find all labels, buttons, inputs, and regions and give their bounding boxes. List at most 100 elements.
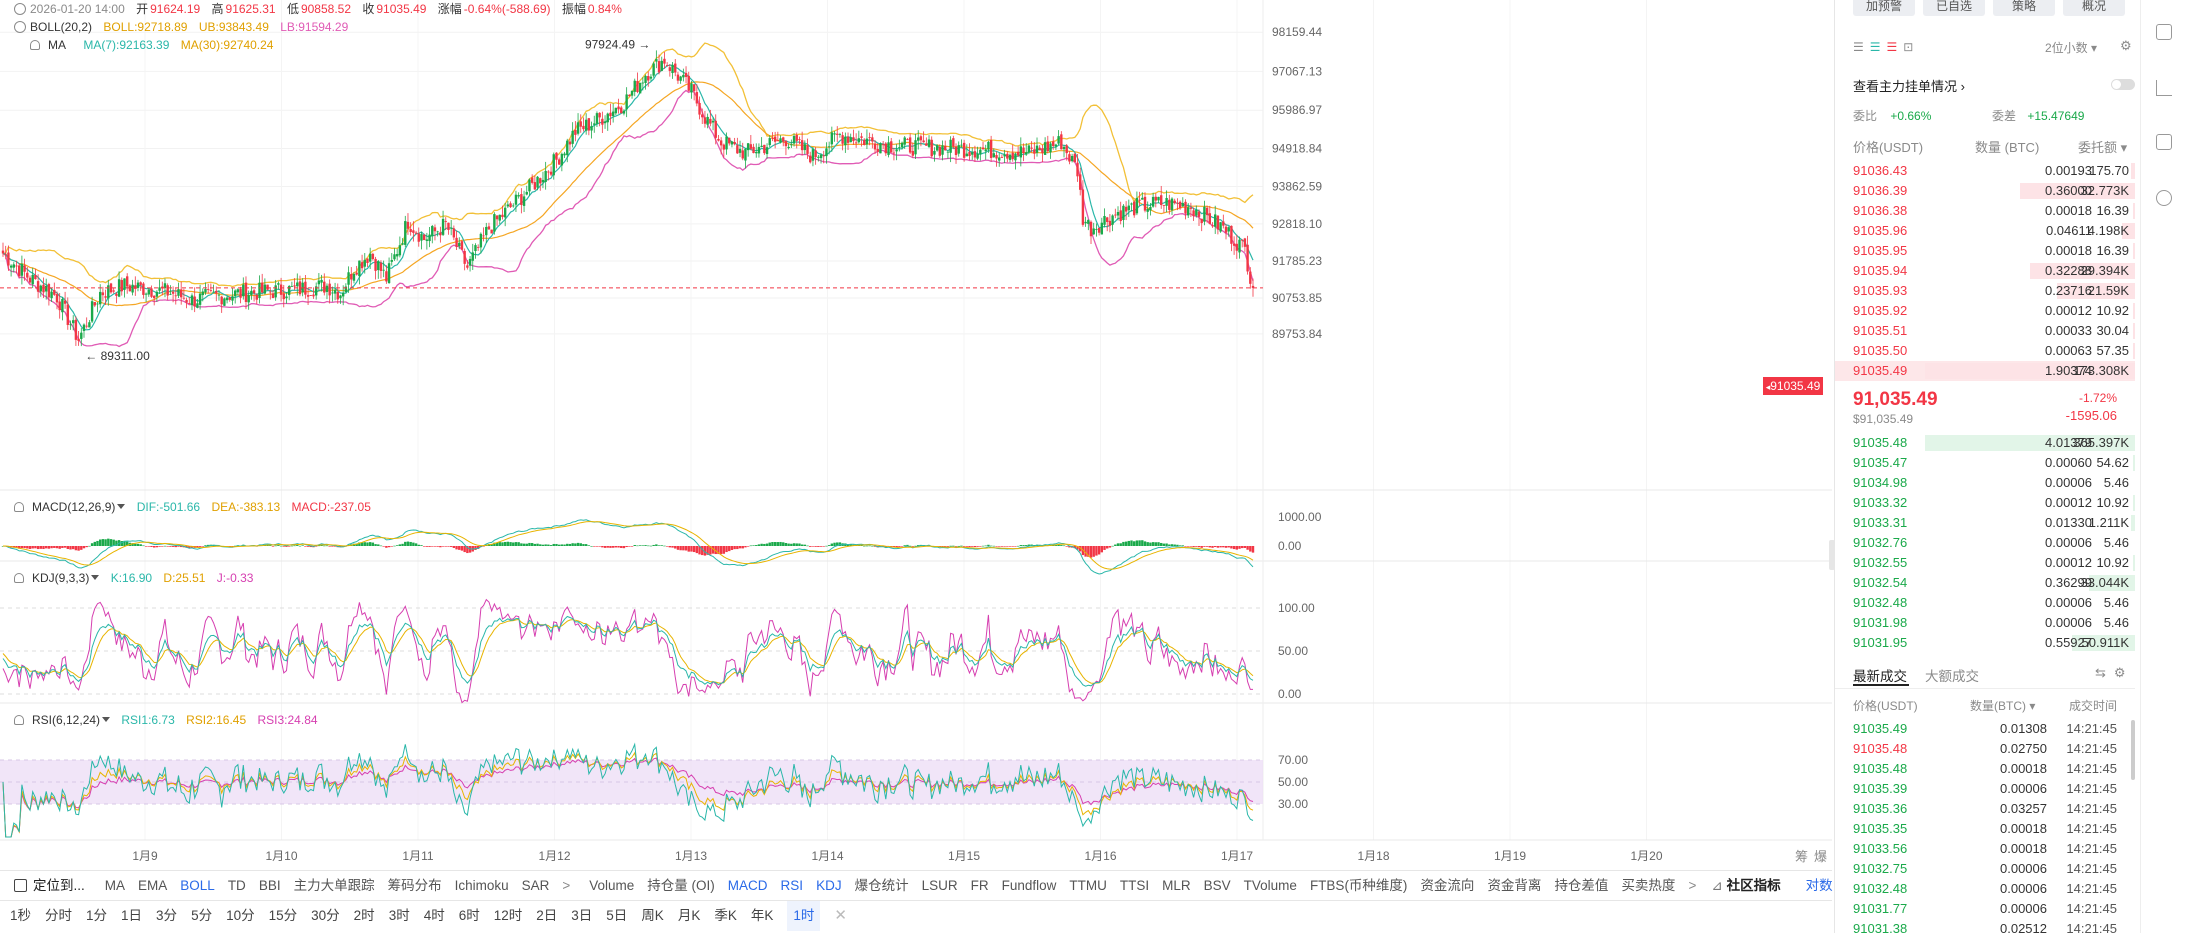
log-toggle[interactable]: 对数 (1805, 878, 1833, 893)
collapse-icon[interactable] (14, 21, 26, 33)
indicator-17[interactable]: FR (970, 878, 989, 893)
col-total[interactable]: 委托额 ▾ (2078, 140, 2128, 155)
rsi-name[interactable]: RSI(6,12,24) (32, 713, 101, 727)
indicator-24[interactable]: FTBS(币种维度) (1309, 878, 1408, 893)
close-icon[interactable]: ✕ (834, 907, 847, 924)
main-force-link[interactable]: 查看主力挂单情况 › (1853, 79, 1965, 94)
bid-row[interactable]: 91033.32 0.00012 10.92 (1835, 493, 2135, 513)
bid-row[interactable]: 91035.47 0.00060 54.62 (1835, 453, 2135, 473)
timeframe-3[interactable]: 1日 (121, 908, 143, 923)
trades-tool-icons[interactable]: ⇆⚙ (2095, 665, 2134, 680)
bid-row[interactable]: 91033.31 0.01330 1.211K (1835, 513, 2135, 533)
chevron-down-icon[interactable] (91, 575, 100, 580)
indicator-7[interactable]: Ichimoku (454, 878, 509, 893)
bid-row[interactable]: 91034.98 0.00006 5.46 (1835, 473, 2135, 493)
kdj-name[interactable]: KDJ(9,3,3) (32, 571, 90, 585)
timeframe-4[interactable]: 3分 (156, 908, 178, 923)
macd-name[interactable]: MACD(12,26,9) (32, 500, 116, 514)
ask-row[interactable]: 91035.51 0.00033 30.04 (1835, 321, 2135, 341)
ask-row[interactable]: 91035.95 0.00018 16.39 (1835, 241, 2135, 261)
bid-row[interactable]: 91035.48 4.01379 365.397K (1835, 433, 2135, 453)
main-force-toggle[interactable] (2111, 79, 2135, 90)
ask-row[interactable]: 91035.93 0.23716 21.59K (1835, 281, 2135, 301)
bid-row[interactable]: 91032.48 0.00006 5.46 (1835, 593, 2135, 613)
corner-label-left[interactable]: 筹 (1795, 849, 1809, 864)
timeframe-13[interactable]: 12时 (493, 908, 523, 923)
timeframe-16[interactable]: 5日 (606, 908, 628, 923)
timeframe-19[interactable]: 季K (714, 908, 737, 923)
bid-row[interactable]: 91031.98 0.00006 5.46 (1835, 613, 2135, 633)
indicator-28[interactable]: 买卖热度 (1621, 878, 1676, 893)
circle-icon[interactable] (2156, 190, 2172, 206)
panel-resize-handle[interactable] (1829, 540, 1835, 570)
timeframe-21[interactable]: 1时 (787, 901, 821, 931)
collapse-icon[interactable] (14, 3, 26, 15)
timeframe-8[interactable]: 30分 (311, 908, 340, 923)
ask-row[interactable]: 91035.92 0.00012 10.92 (1835, 301, 2135, 321)
indicator-27[interactable]: 持仓差值 (1554, 878, 1609, 893)
scrollbar[interactable] (2131, 720, 2135, 780)
boll-name[interactable]: BOLL(20,2) (30, 20, 93, 34)
indicator-4[interactable]: BBI (258, 878, 281, 893)
ask-row[interactable]: 91035.94 0.32288 29.394K (1835, 261, 2135, 281)
indicator-20[interactable]: TTSI (1119, 878, 1150, 893)
indicator-14[interactable]: KDJ (816, 878, 842, 893)
indicator-23[interactable]: TVolume (1243, 878, 1297, 893)
top-tab-3[interactable]: 概况 (2063, 0, 2125, 16)
indicator-21[interactable]: MLR (1162, 878, 1191, 893)
indicator-13[interactable]: RSI (780, 878, 804, 893)
chart-icon[interactable] (2156, 80, 2172, 96)
link-icon[interactable]: ⊿ (1711, 878, 1723, 893)
book-layout-icons[interactable]: ☰☰☰⊡ (1853, 40, 1920, 54)
timeframe-2[interactable]: 1分 (86, 908, 108, 923)
community-indicators[interactable]: 社区指标 (1726, 878, 1781, 893)
indicator-18[interactable]: Fundflow (1001, 878, 1057, 893)
corner-label-right[interactable]: 爆 (1814, 849, 1828, 864)
timeframe-6[interactable]: 10分 (226, 908, 255, 923)
top-tab-0[interactable]: 加预警 (1853, 0, 1915, 16)
chevron-down-icon[interactable] (102, 717, 111, 722)
settings-icon[interactable]: ⚙ (2120, 38, 2132, 53)
indicator-3[interactable]: TD (227, 878, 246, 893)
indicator-26[interactable]: 资金背离 (1487, 878, 1542, 893)
tab-latest-trades[interactable]: 最新成交 (1853, 669, 1907, 684)
bar-chart-icon[interactable] (2156, 134, 2172, 150)
indicator-22[interactable]: BSV (1203, 878, 1231, 893)
indicator-16[interactable]: LSUR (921, 878, 958, 893)
indicator-12[interactable]: MACD (727, 878, 768, 893)
bid-row[interactable]: 91032.54 0.36299 33.044K (1835, 573, 2135, 593)
indicator-6[interactable]: 筹码分布 (387, 878, 442, 893)
indicator-25[interactable]: 资金流向 (1420, 878, 1475, 893)
bid-row[interactable]: 91032.76 0.00006 5.46 (1835, 533, 2135, 553)
ask-row[interactable]: 91035.49 1.90374 173.308K (1835, 361, 2135, 381)
indicator-0[interactable]: MA (104, 878, 126, 893)
timeframe-17[interactable]: 周K (641, 908, 664, 923)
indicator-8[interactable]: SAR (521, 878, 550, 893)
chart-canvas[interactable]: 98159.44 97067.13 95986.97 94918.84 93862.59… (0, 0, 1832, 870)
top-tab-1[interactable]: 已自选 (1923, 0, 1985, 16)
indicator-29[interactable]: > (1688, 878, 1697, 893)
indicator-19[interactable]: TTMU (1069, 878, 1107, 893)
indicator-11[interactable]: 持仓量 (OI) (647, 878, 715, 893)
bid-row[interactable]: 91031.95 0.55927 50.911K (1835, 633, 2135, 653)
indicator-15[interactable]: 爆仓统计 (854, 878, 909, 893)
decimals-select[interactable]: 2位小数 ▾ (2045, 41, 2098, 55)
bell-icon[interactable] (14, 715, 24, 725)
timeframe-9[interactable]: 2时 (353, 908, 375, 923)
t-col-qty[interactable]: 数量(BTC) ▾ (1970, 699, 2036, 713)
top-tab-2[interactable]: 策略 (1993, 0, 2055, 16)
ask-row[interactable]: 91035.96 0.04611 4.198K (1835, 221, 2135, 241)
indicator-5[interactable]: 主力大单跟踪 (293, 878, 375, 893)
ask-row[interactable]: 91035.50 0.00063 57.35 (1835, 341, 2135, 361)
indicator-10[interactable]: Volume (589, 878, 635, 893)
export-icon[interactable] (2156, 24, 2172, 40)
timeframe-10[interactable]: 3时 (388, 908, 410, 923)
timeframe-7[interactable]: 15分 (268, 908, 298, 923)
indicator-9[interactable]: > (562, 878, 571, 893)
timeframe-5[interactable]: 5分 (191, 908, 213, 923)
timeframe-18[interactable]: 月K (677, 908, 701, 923)
indicator-1[interactable]: EMA (138, 878, 168, 893)
bell-icon[interactable] (14, 502, 24, 512)
ask-row[interactable]: 91036.38 0.00018 16.39 (1835, 201, 2135, 221)
indicator-2[interactable]: BOLL (180, 878, 215, 893)
